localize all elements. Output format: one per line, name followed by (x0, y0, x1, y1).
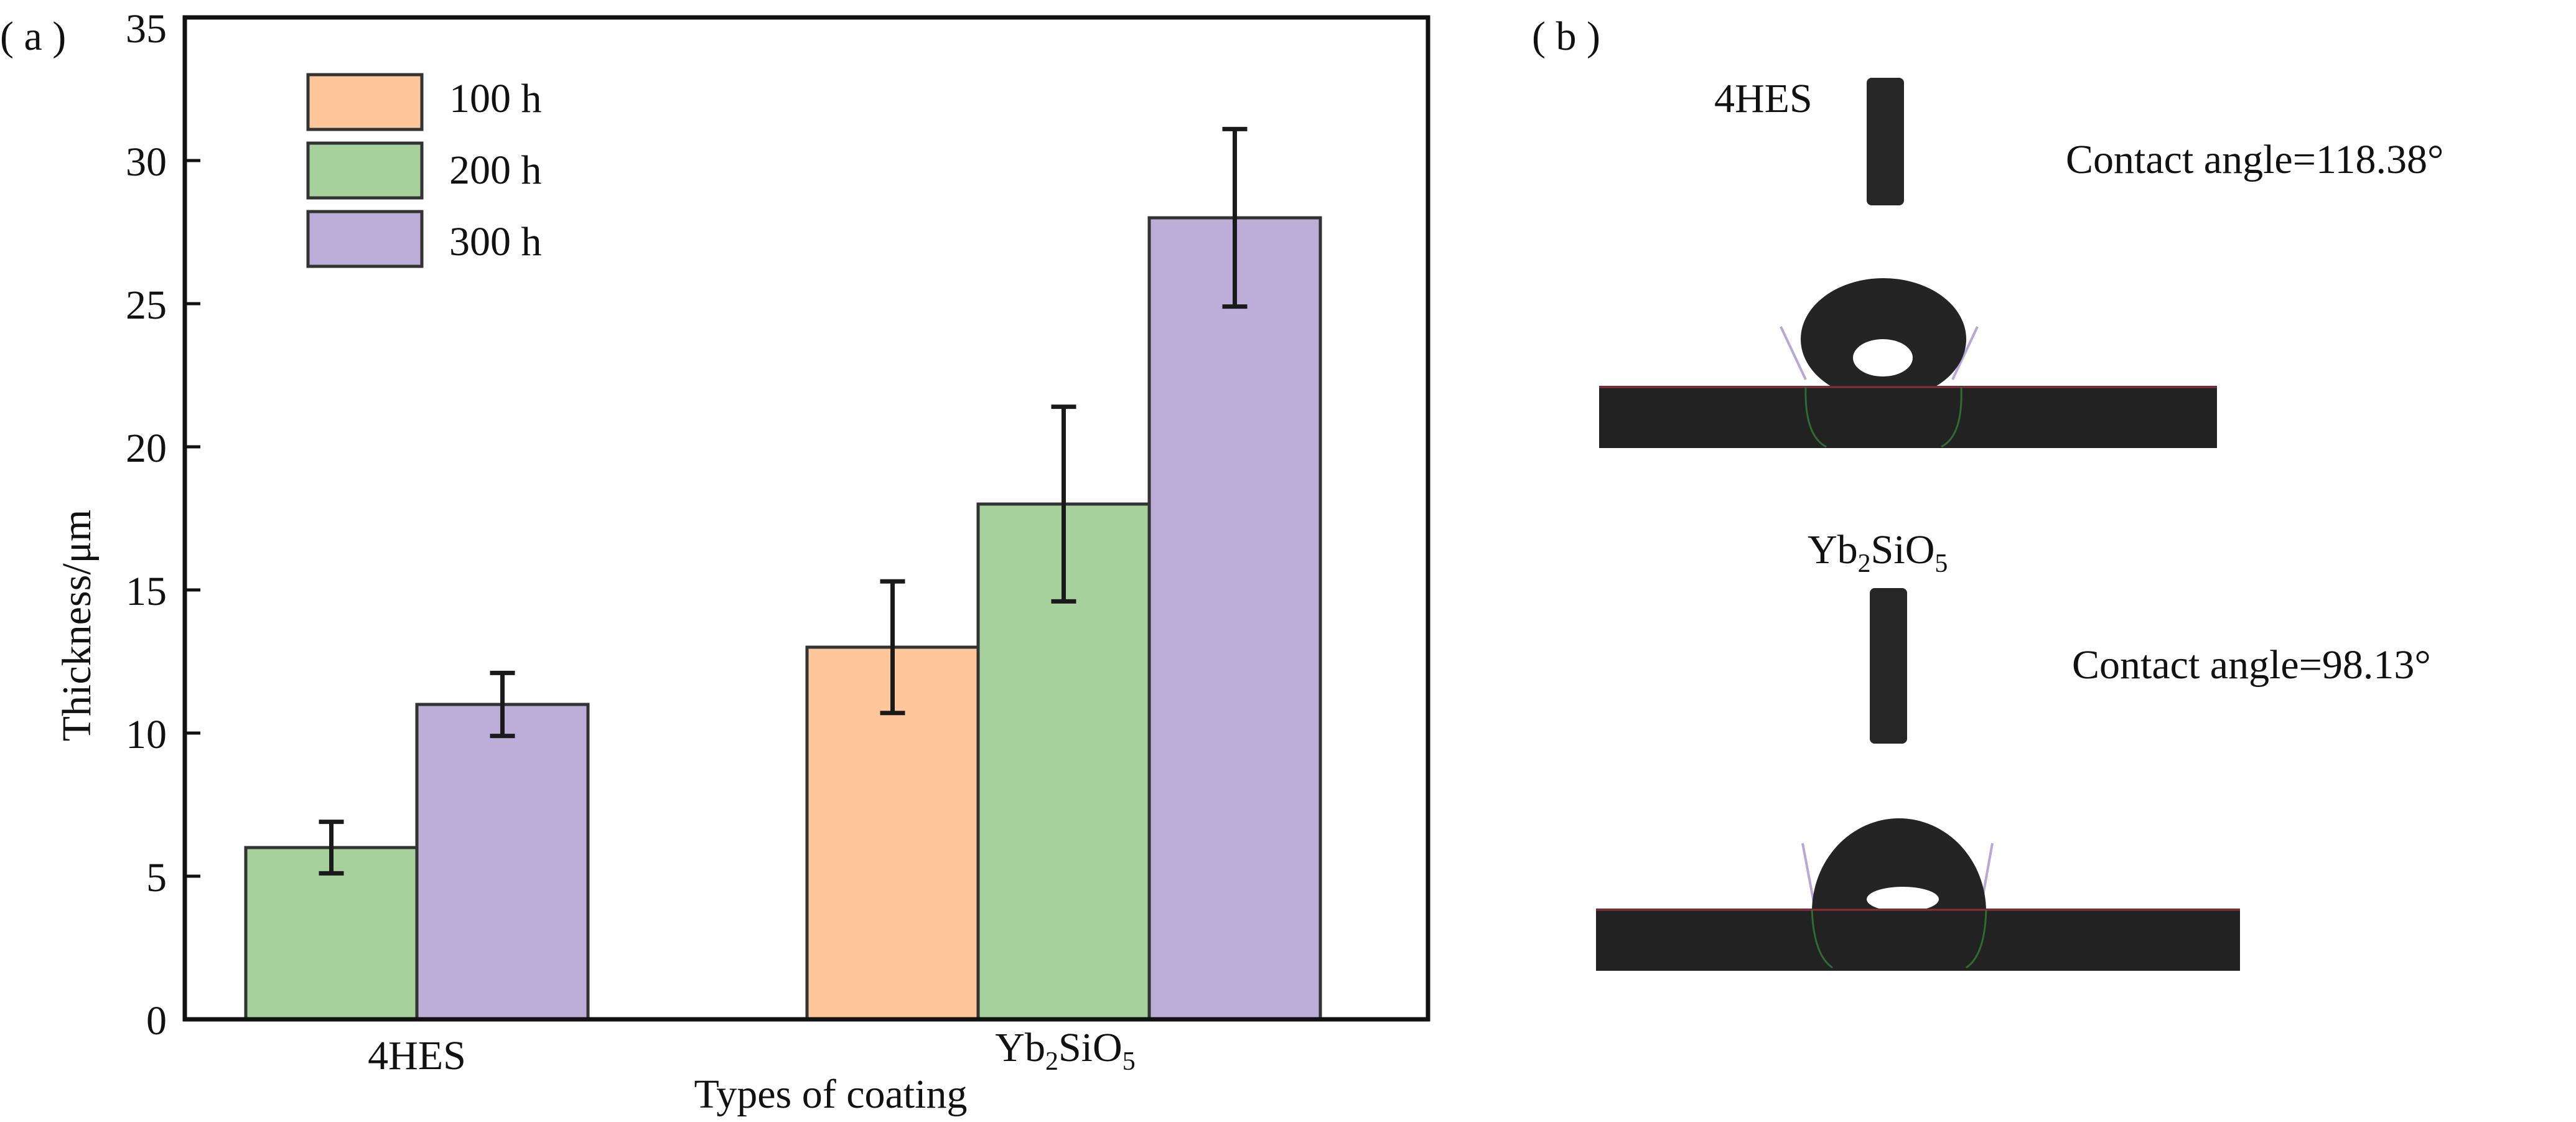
bar-4HES-300h (415, 703, 590, 1021)
bar-4HES-200h (244, 846, 419, 1021)
bars-layer (244, 216, 1322, 1021)
tangent-line-left (1801, 843, 1815, 903)
y-tick-label: 0 (146, 998, 167, 1044)
plot-frame (182, 15, 1430, 1022)
y-tick-label: 20 (126, 426, 167, 471)
tangent-line-left (1780, 326, 1807, 380)
x-tick-label-4hes: 4HES (368, 1033, 466, 1078)
legend-label-300h: 300 h (449, 219, 542, 264)
panel-a-label: ( a ) (0, 14, 66, 59)
y-tick-label: 10 (126, 712, 167, 757)
x-axis-title: Types of coating (694, 1072, 968, 1117)
legend-swatch-200h (306, 141, 424, 200)
error-bars-layer (319, 126, 1248, 876)
panel-b-label: ( b ) (1532, 14, 1600, 59)
substrate (1596, 909, 2240, 971)
y-axis-title: Thickness/μm (54, 510, 100, 742)
error-bar-4HES-200h (319, 820, 344, 876)
tangent-line-right (1951, 326, 1979, 380)
droplet-image-4hes (1599, 78, 2217, 448)
needle (1870, 588, 1907, 744)
y-axis-ticks: 0 5 10 15 20 25 30 35 (126, 6, 200, 1044)
y-tick-label: 35 (126, 6, 167, 52)
x-category-label-1: 4HES (368, 1033, 466, 1078)
legend: 100 h 200 h 300 h (306, 73, 542, 268)
error-bar-Yb2SiO5-300h (1222, 126, 1248, 309)
error-bar-Yb2SiO5-100h (880, 579, 905, 716)
y-tick-label: 15 (126, 569, 167, 614)
legend-label-100h: 100 h (449, 76, 542, 121)
contact-angle-yb2sio5: Contact angle=98.13° (2072, 642, 2431, 688)
y-tick-label: 25 (126, 283, 167, 328)
error-bar-4HES-300h (490, 670, 515, 739)
needle (1867, 78, 1904, 205)
droplet (1801, 278, 1966, 400)
error-bar-Yb2SiO5-200h (1051, 404, 1076, 604)
sample-label-yb2sio5: Yb2SiO5 (1808, 527, 1948, 578)
droplet-reflection (1804, 386, 1962, 448)
bar-chart: 0 5 10 15 20 25 30 35 Thickness/μm 4HES Yb2SiO5… (54, 6, 1430, 1117)
contact-angle-4hes: Contact angle=118.38° (2066, 137, 2443, 182)
droplet-highlight (1867, 887, 1939, 912)
bar-Yb2SiO5-300h (1147, 216, 1322, 1021)
droplet-highlight (1853, 339, 1913, 376)
droplet-reflection (1811, 909, 1987, 969)
x-tick-label-yb2sio5: Yb2SiO5 (995, 1025, 1135, 1076)
y-tick-label: 5 (146, 855, 167, 900)
legend-swatch-100h (306, 73, 424, 131)
droplet (1812, 818, 1986, 912)
sample-label-4hes: 4HES (1714, 76, 1813, 121)
y-tick-label: 30 (126, 139, 167, 185)
substrate (1599, 386, 2217, 448)
x-category-label-2: Yb2SiO5 (995, 1025, 1135, 1076)
legend-swatch-300h (306, 210, 424, 268)
droplet-image-yb2sio5 (1596, 588, 2240, 971)
legend-label-200h: 200 h (449, 147, 542, 193)
